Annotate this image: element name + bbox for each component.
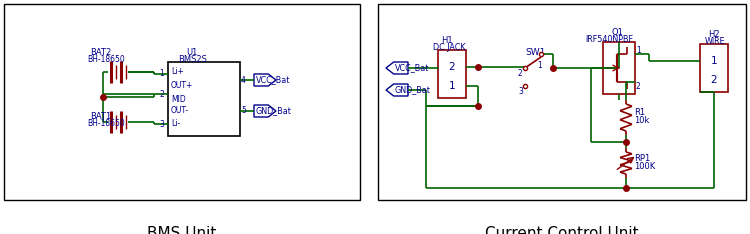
Text: 1: 1 — [711, 56, 717, 66]
Text: BAT1: BAT1 — [90, 112, 111, 121]
Text: 2: 2 — [636, 82, 640, 91]
Text: GND_Bat: GND_Bat — [256, 106, 292, 116]
Text: 3: 3 — [518, 87, 523, 96]
Text: WIRE: WIRE — [705, 37, 725, 46]
Text: BMS2S: BMS2S — [178, 55, 207, 64]
Text: DC JACK: DC JACK — [433, 43, 466, 52]
Text: 2: 2 — [518, 69, 523, 78]
Text: SW1: SW1 — [525, 48, 545, 57]
Text: Li-: Li- — [171, 119, 180, 128]
Text: GND_Bat: GND_Bat — [394, 85, 430, 95]
Text: 5: 5 — [241, 106, 246, 115]
Text: 2: 2 — [711, 75, 717, 85]
Text: 1: 1 — [448, 81, 455, 91]
Text: BAT2: BAT2 — [90, 48, 111, 57]
Bar — [700, 44, 728, 92]
Text: VCC_Bat: VCC_Bat — [394, 63, 429, 73]
Text: IRF540NPBF: IRF540NPBF — [585, 35, 633, 44]
Text: OUT-: OUT- — [171, 106, 189, 115]
Text: OUT+: OUT+ — [171, 81, 194, 90]
Text: 2: 2 — [159, 90, 164, 99]
Bar — [603, 42, 635, 94]
Text: 100K: 100K — [634, 162, 656, 171]
Text: Q1: Q1 — [611, 28, 622, 37]
Bar — [4, 4, 360, 200]
Text: Li+: Li+ — [171, 67, 184, 76]
Text: 1: 1 — [159, 69, 164, 78]
Text: BMS Unit: BMS Unit — [147, 226, 217, 234]
Bar — [438, 50, 466, 98]
Text: BH-18650: BH-18650 — [87, 55, 124, 64]
Text: MID: MID — [171, 95, 186, 104]
Text: 10k: 10k — [634, 116, 650, 125]
Text: Current Control Unit: Current Control Unit — [485, 226, 639, 234]
Text: 3: 3 — [159, 120, 164, 129]
Text: 1: 1 — [537, 61, 542, 70]
Bar — [168, 62, 240, 136]
Text: H2: H2 — [708, 30, 720, 39]
Text: VCC_Bat: VCC_Bat — [256, 76, 290, 84]
Text: BH-18650: BH-18650 — [87, 119, 124, 128]
Text: 2: 2 — [448, 62, 455, 72]
Text: 4: 4 — [241, 76, 246, 85]
Text: 1: 1 — [636, 46, 640, 55]
Text: U1: U1 — [186, 48, 197, 57]
Bar — [378, 4, 746, 200]
Text: RP1: RP1 — [634, 154, 650, 163]
Text: R1: R1 — [634, 108, 645, 117]
Text: H1: H1 — [441, 36, 452, 45]
